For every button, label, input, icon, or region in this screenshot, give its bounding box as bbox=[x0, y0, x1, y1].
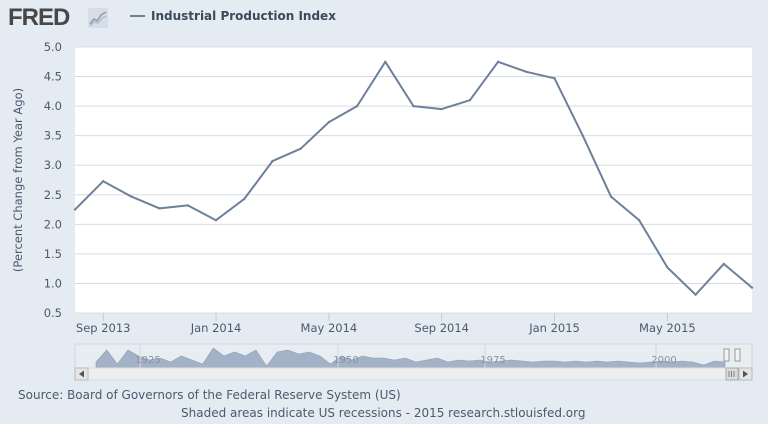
x-tick-label: Sep 2014 bbox=[414, 321, 469, 335]
scrollbar-track[interactable] bbox=[74, 367, 753, 381]
y-tick-label: 5.0 bbox=[44, 40, 62, 54]
data-point bbox=[722, 262, 725, 266]
navigator-label: 1925 bbox=[135, 355, 160, 366]
data-point bbox=[130, 195, 133, 198]
navigator-left-handle[interactable] bbox=[723, 348, 730, 362]
data-point bbox=[496, 60, 500, 63]
x-tick-label: Jan 2015 bbox=[528, 321, 580, 335]
data-point bbox=[412, 104, 415, 108]
navigator-series-area bbox=[95, 347, 726, 369]
y-tick-label: 0.5 bbox=[44, 306, 62, 320]
data-point bbox=[299, 147, 302, 150]
data-point bbox=[384, 60, 387, 63]
y-tick-label: 1.0 bbox=[44, 276, 62, 290]
arrow-left-icon bbox=[79, 370, 84, 378]
y-tick-label: 2.0 bbox=[44, 217, 62, 231]
data-point bbox=[73, 208, 77, 211]
data-point bbox=[440, 107, 443, 111]
navigator-right-handle[interactable] bbox=[734, 348, 741, 362]
x-tick-label: Sep 2013 bbox=[76, 321, 131, 335]
data-point bbox=[637, 218, 641, 222]
data-point bbox=[750, 286, 754, 289]
plot-area bbox=[75, 47, 752, 313]
data-point bbox=[609, 195, 613, 198]
data-point bbox=[214, 218, 218, 222]
data-point bbox=[355, 104, 359, 108]
data-point bbox=[186, 204, 190, 207]
scrollbar-thumb[interactable] bbox=[725, 367, 739, 381]
y-tick-label: 4.5 bbox=[44, 70, 62, 84]
navigator[interactable]: 1925 1950 1975 2000 bbox=[74, 343, 753, 381]
y-tick-label: 4.0 bbox=[44, 99, 62, 113]
source-text: Source: Board of Governors of the Federa… bbox=[18, 388, 401, 402]
y-axis-label: (Percent Change from Year Ago) bbox=[11, 88, 25, 272]
x-tick-label: Jan 2014 bbox=[190, 321, 242, 335]
x-tick-label: May 2015 bbox=[639, 321, 696, 335]
data-point bbox=[271, 159, 274, 163]
data-point bbox=[553, 77, 556, 80]
data-point bbox=[327, 120, 331, 124]
arrow-right-icon bbox=[743, 370, 748, 378]
data-point bbox=[158, 207, 161, 210]
y-tick-label: 2.5 bbox=[44, 188, 62, 202]
navigator-label: 2000 bbox=[651, 355, 676, 366]
legend-line-marker bbox=[130, 15, 145, 17]
data-point bbox=[581, 134, 584, 137]
x-tick-label: May 2014 bbox=[301, 321, 358, 335]
fred-logo[interactable]: FRED bbox=[8, 4, 70, 31]
data-point bbox=[468, 99, 472, 102]
navigator-label: 1950 bbox=[333, 355, 358, 366]
data-point bbox=[666, 266, 669, 269]
data-point bbox=[102, 179, 105, 183]
y-tick-label: 3.0 bbox=[44, 158, 62, 172]
recession-note: Shaded areas indicate US recessions - 20… bbox=[181, 406, 586, 420]
navigator-label: 1975 bbox=[480, 355, 505, 366]
data-point bbox=[243, 197, 246, 201]
data-point bbox=[525, 70, 528, 74]
data-point bbox=[694, 293, 697, 296]
chart-logo-icon bbox=[88, 8, 108, 28]
legend-label: Industrial Production Index bbox=[151, 9, 336, 23]
y-tick-label: 3.5 bbox=[44, 129, 62, 143]
y-tick-label: 1.5 bbox=[44, 247, 62, 261]
legend-item[interactable]: Industrial Production Index bbox=[130, 9, 336, 23]
